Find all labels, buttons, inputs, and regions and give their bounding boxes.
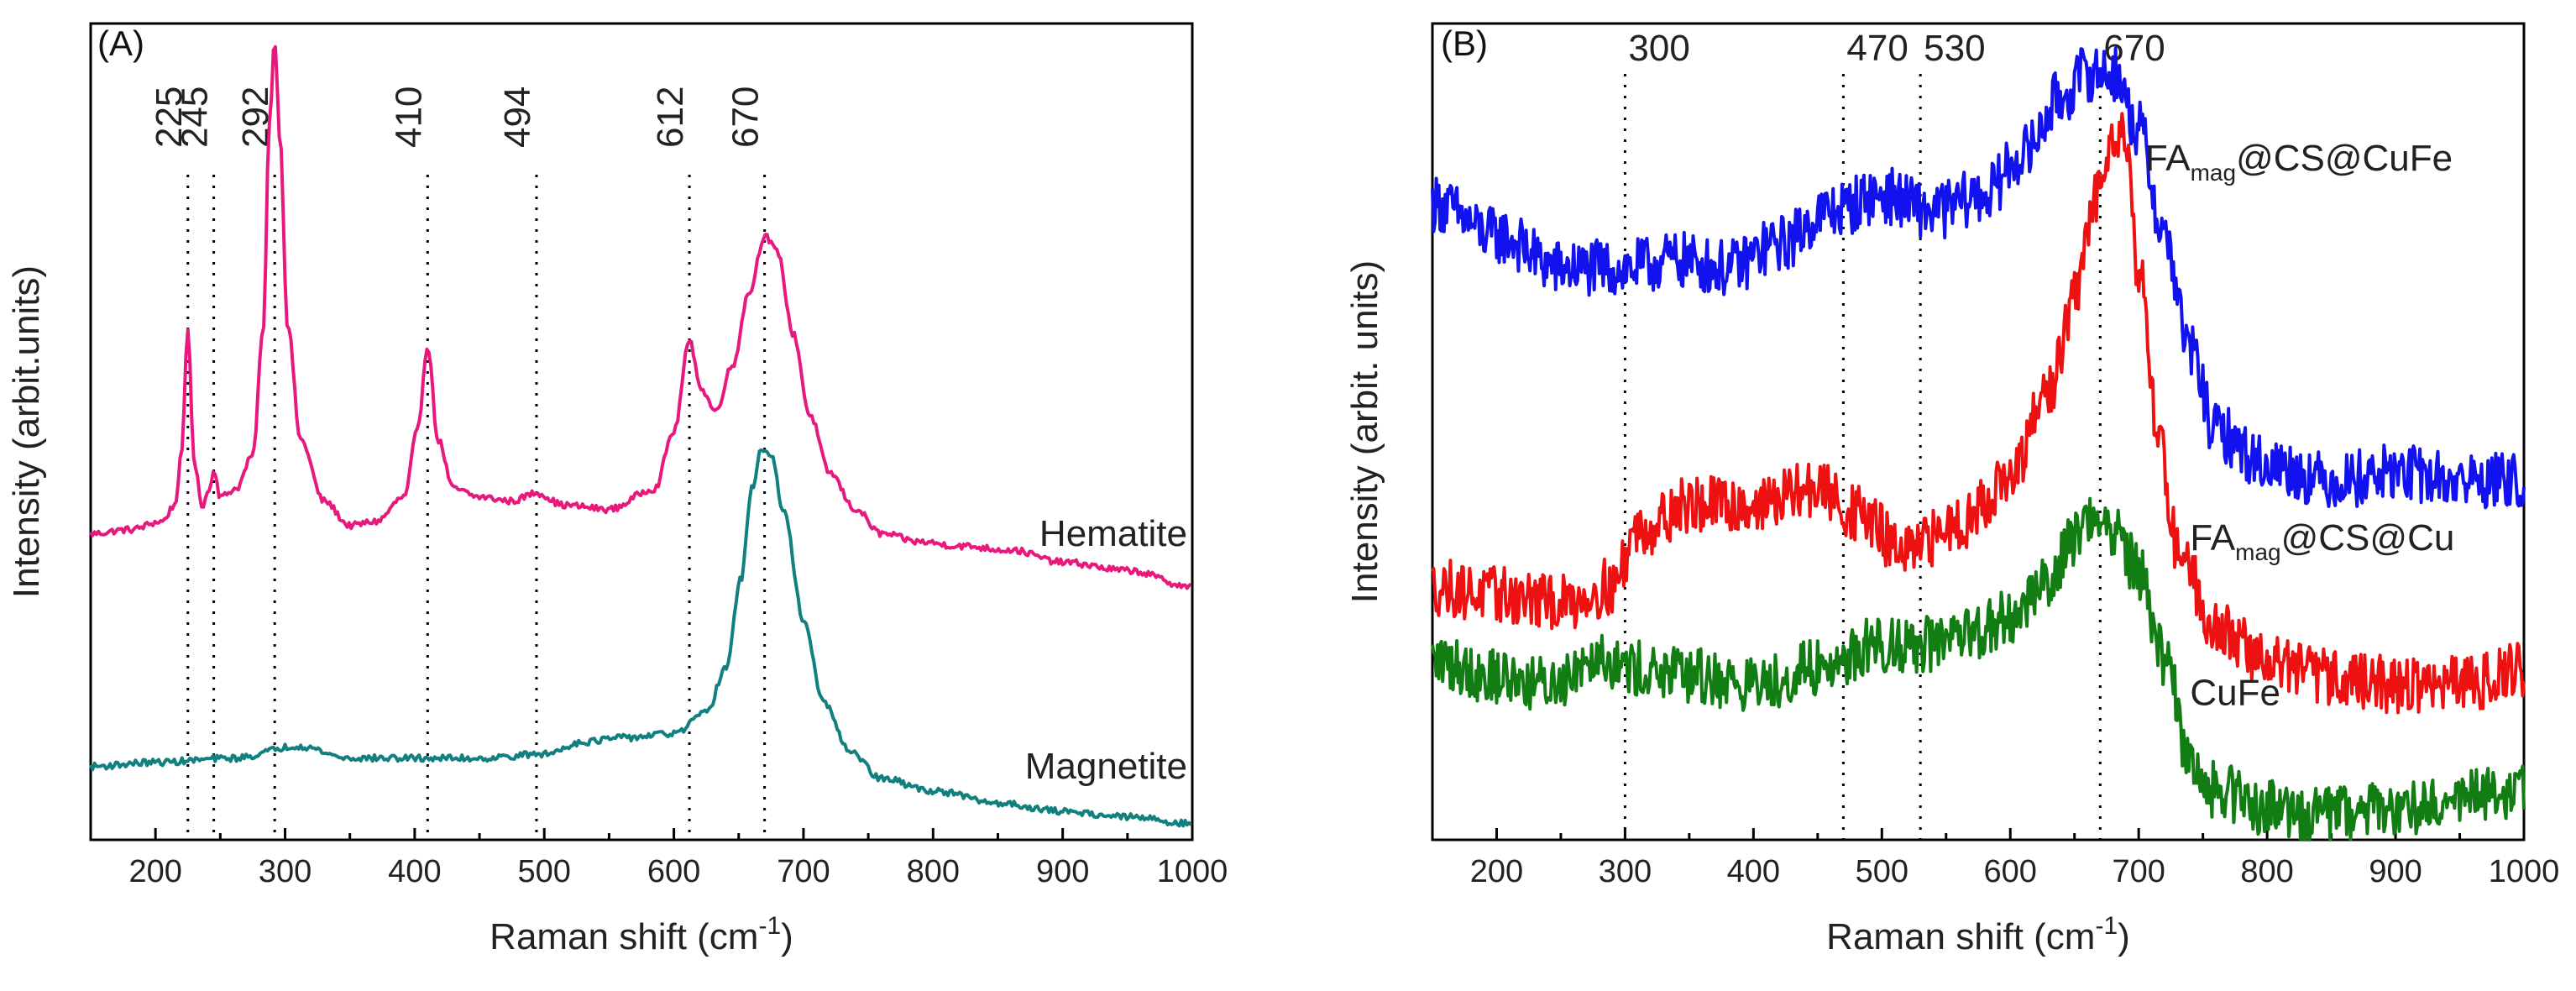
x-tick-label: 700 [2112, 854, 2165, 889]
series-line-0 [89, 45, 1192, 590]
peak-marker-label: 670 [725, 87, 767, 148]
peak-marker-label: 300 [1628, 28, 1689, 69]
x-tick-label: 200 [128, 854, 181, 889]
x-tick-label: 300 [259, 854, 312, 889]
series-line-1 [89, 448, 1192, 828]
x-tick-label: 400 [388, 854, 441, 889]
x-tick-label: 200 [1470, 854, 1523, 889]
x-tick-label: 700 [777, 854, 830, 889]
x-tick-label: 900 [1036, 854, 1089, 889]
x-tick-label: 1000 [1157, 854, 1228, 889]
x-tick-label: 600 [647, 854, 700, 889]
peak-marker-label: 530 [1924, 28, 1985, 69]
series-label: FAmag@CS@Cu [2190, 517, 2454, 565]
x-tick-label: 300 [1599, 854, 1652, 889]
y-axis-title: Intensity (arbit.units) [6, 265, 47, 598]
peak-marker-label: 410 [388, 87, 429, 148]
series-label: FAmag@CS@CuFe [2145, 138, 2453, 186]
x-tick-label: 500 [518, 854, 571, 889]
series-line-1 [1431, 112, 2526, 715]
x-axis-title: Raman shift (cm-1) [490, 912, 793, 957]
x-tick-label: 500 [1856, 854, 1908, 889]
x-tick-label: 900 [2369, 854, 2422, 889]
series-line-2 [1431, 496, 2526, 842]
peak-marker-label: 245 [175, 87, 216, 148]
panel-label: (B) [1441, 24, 1488, 63]
series-label: CuFe [2190, 673, 2280, 714]
peak-marker-label: 470 [1846, 28, 1908, 69]
y-axis-title: Intensity (arbit. units) [1344, 260, 1385, 603]
panel-label: (A) [97, 24, 144, 63]
series-label: Hematite [1039, 513, 1187, 554]
x-tick-label: 800 [2240, 854, 2293, 889]
x-tick-label: 800 [907, 854, 960, 889]
plot-frame [1431, 22, 2526, 842]
x-axis-title: Raman shift (cm-1) [1826, 912, 2130, 957]
peak-marker-label: 494 [497, 87, 538, 148]
series-line-0 [1431, 46, 2526, 510]
x-tick-label: 1000 [2489, 854, 2560, 889]
peak-marker-label: 612 [650, 87, 691, 148]
panel-b-raman-spectra: 200 300 400 500 600 700 800 900 1000 Raman shift … [1344, 22, 2560, 957]
x-tick-label: 600 [1984, 854, 2037, 889]
plot-frame [89, 22, 1194, 842]
peak-marker-label: 225 [149, 87, 190, 148]
x-tick-label: 400 [1727, 854, 1780, 889]
panel-a-raman-spectra: 200 300 400 500 600 700 800 900 1000 Raman shift … [6, 22, 1228, 957]
series-label: Magnetite [1025, 746, 1187, 787]
